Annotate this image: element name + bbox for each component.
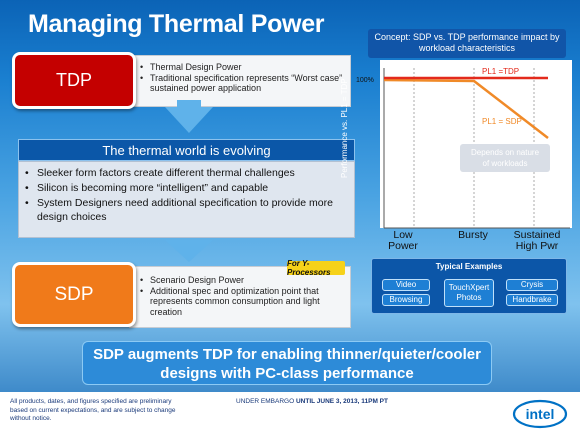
tdp-bullet-1: Thermal Design Power: [140, 62, 350, 73]
tdp-bullet-2: Traditional specification represents “Wo…: [140, 73, 350, 94]
sdp-bullet-2: Additional spec and optimization point t…: [140, 286, 320, 318]
slide-title: Managing Thermal Power: [28, 10, 325, 38]
pl1-sdp-label: PL1 = SDP: [482, 117, 522, 126]
intel-logo-icon: intel: [512, 399, 568, 429]
example-handbrake: Handbrake: [506, 294, 558, 306]
down-arrow-stem: [177, 100, 201, 110]
x-label-bursty: Bursty: [458, 229, 488, 241]
depends-line-1: Depends on nature: [471, 148, 540, 157]
y-processors-badge: For Y-Processors: [287, 259, 345, 277]
y-axis-label: Performance vs. PL1 = TDP: [340, 78, 349, 178]
typical-examples-panel: Typical Examples Video Browsing TouchXpe…: [371, 258, 567, 314]
tdp-box: TDP: [12, 52, 136, 109]
depends-line-2: of workloads: [483, 159, 528, 168]
example-video: Video: [382, 279, 430, 291]
chart-title: Concept: SDP vs. TDP performance impact …: [368, 29, 566, 58]
performance-chart: 100% PL1 =TDP PL1 = SDP Depends on natur…: [356, 67, 570, 229]
evolving-bullet-3: System Designers need additional specifi…: [25, 196, 348, 224]
typical-examples-title: Typical Examples: [435, 262, 503, 271]
pl1-tdp-label: PL1 =TDP: [482, 67, 519, 76]
sdp-box: SDP: [12, 262, 136, 327]
embargo-date: UNTIL JUNE 3, 2013, 11PM PT: [295, 398, 388, 405]
svg-text:intel: intel: [526, 406, 555, 422]
example-crysis: Crysis: [506, 279, 558, 291]
evolving-bullet-2: Silicon is becoming more “intelligent” a…: [25, 181, 348, 195]
series-sdp-line: [383, 78, 549, 139]
evolving-bullet-1: Sleeker form factors create different th…: [25, 166, 348, 180]
sdp-bullet-1: Scenario Design Power: [140, 275, 320, 286]
example-touchxpert-photos: TouchXpert Photos: [444, 279, 494, 307]
disclaimer-text: All products, dates, and figures specifi…: [10, 398, 176, 422]
down-arrow-icon: [165, 107, 213, 133]
example-browsing: Browsing: [382, 294, 430, 306]
down-arrow-icon: [165, 240, 213, 262]
footer: All products, dates, and figures specifi…: [0, 392, 580, 435]
depends-box: [460, 144, 550, 172]
sdp-bullets: Scenario Design Power Additional spec an…: [140, 275, 320, 317]
y-tick-100: 100%: [356, 77, 374, 84]
embargo-prefix: UNDER EMBARGO: [236, 398, 295, 405]
x-label-low-power: Low Power: [388, 229, 418, 252]
evolving-header: The thermal world is evolving: [18, 139, 355, 161]
evolving-body: Sleeker form factors create different th…: [18, 161, 355, 238]
x-label-sustained: Sustained High Pwr: [513, 229, 561, 252]
summary-banner: SDP augments TDP for enabling thinner/qu…: [82, 341, 492, 385]
tdp-bullets: Thermal Design Power Traditional specifi…: [140, 62, 350, 94]
embargo-text: UNDER EMBARGO UNTIL JUNE 3, 2013, 11PM P…: [236, 398, 388, 405]
